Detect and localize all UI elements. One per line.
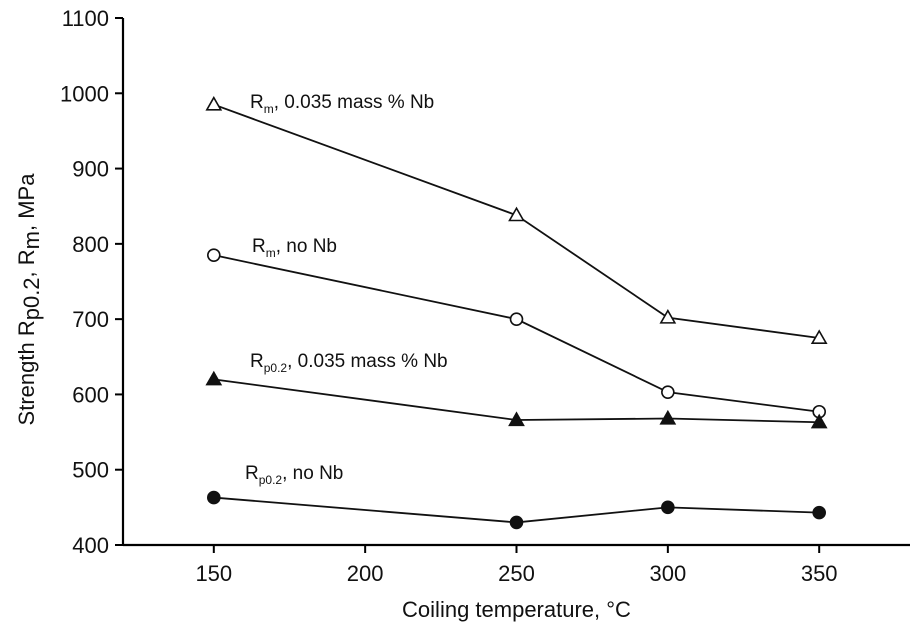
series-layer xyxy=(205,95,828,530)
data-point-triangle xyxy=(508,206,525,222)
x-tick-label: 300 xyxy=(649,561,686,586)
data-point-circle xyxy=(207,490,221,505)
y-tick-label: 1000 xyxy=(60,81,109,106)
data-point-circle xyxy=(812,505,826,520)
y-tick-label: 800 xyxy=(72,232,109,257)
series-rm-nb xyxy=(205,95,828,345)
series-label-rm-no-nb: Rm, no Nb xyxy=(252,236,337,260)
data-point-triangle xyxy=(205,95,223,111)
series-label-rm-nb: Rm, 0.035 mass % Nb xyxy=(250,92,434,116)
y-tick-label: 1100 xyxy=(62,6,109,31)
series-line xyxy=(213,496,820,524)
series-rp02-nb xyxy=(205,370,828,429)
axes: 400 500 600 700 800 900 1000 1100 150 200 250 300 35… xyxy=(60,6,910,586)
series-label-rp02-nb: Rp0.2, 0.035 mass % Nb xyxy=(250,351,448,375)
data-point-circle xyxy=(509,312,524,326)
data-point-triangle xyxy=(810,413,828,429)
data-point-triangle xyxy=(205,370,223,386)
data-point-circle xyxy=(509,515,524,530)
series-labels: Rm, 0.035 mass % Nb Rm, no Nb Rp0.2, 0.035… xyxy=(245,92,448,487)
y-tick-label: 700 xyxy=(72,307,109,332)
y-tick-label: 500 xyxy=(72,458,109,483)
data-point-circle xyxy=(661,500,675,515)
data-point-triangle xyxy=(659,409,677,425)
x-axis-title: Coiling temperature, °C xyxy=(402,597,631,622)
series-rm-no-nb xyxy=(207,248,826,419)
series-rp02-no-nb xyxy=(207,490,826,530)
data-point-triangle xyxy=(659,309,677,324)
series-label-rp02-no-nb: Rp0.2, no Nb xyxy=(245,463,343,487)
y-tick-label: 600 xyxy=(72,382,109,407)
y-axis-title: Strength Rp0.2, Rm, MPa xyxy=(14,173,44,426)
x-tick-label: 250 xyxy=(498,561,535,586)
data-point-triangle xyxy=(810,329,828,345)
data-point-circle xyxy=(207,248,221,262)
x-tick-label: 200 xyxy=(347,561,384,586)
data-point-triangle xyxy=(508,411,525,427)
x-tick-label: 150 xyxy=(195,561,232,586)
data-point-circle xyxy=(661,385,675,399)
series-line xyxy=(213,103,820,339)
y-tick-label: 400 xyxy=(72,533,109,558)
x-tick-label: 350 xyxy=(801,561,838,586)
series-line xyxy=(213,378,820,424)
y-tick-label: 900 xyxy=(72,157,109,182)
series-line xyxy=(213,254,820,413)
